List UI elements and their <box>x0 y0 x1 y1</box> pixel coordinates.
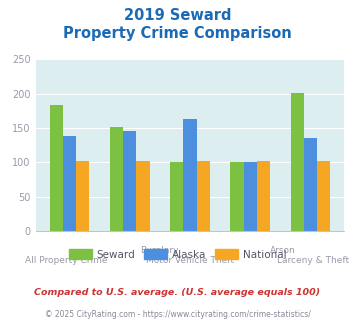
Legend: Seward, Alaska, National: Seward, Alaska, National <box>65 245 290 264</box>
Text: Compared to U.S. average. (U.S. average equals 100): Compared to U.S. average. (U.S. average … <box>34 287 321 297</box>
Bar <box>257 161 270 231</box>
Bar <box>183 119 197 231</box>
Bar <box>304 138 317 231</box>
Bar <box>110 127 123 231</box>
Text: Property Crime Comparison: Property Crime Comparison <box>63 26 292 41</box>
Bar <box>76 161 89 231</box>
Bar <box>136 161 149 231</box>
Bar <box>170 162 183 231</box>
Bar <box>50 105 63 231</box>
Bar <box>317 161 330 231</box>
Text: Arson: Arson <box>270 246 295 255</box>
Text: All Property Crime: All Property Crime <box>25 256 108 265</box>
Bar <box>63 136 76 231</box>
Bar <box>244 162 257 231</box>
Text: Larceny & Theft: Larceny & Theft <box>277 256 350 265</box>
Text: 2019 Seward: 2019 Seward <box>124 8 231 23</box>
Text: Burglary: Burglary <box>140 246 178 255</box>
Bar <box>197 161 210 231</box>
Text: © 2025 CityRating.com - https://www.cityrating.com/crime-statistics/: © 2025 CityRating.com - https://www.city… <box>45 310 310 319</box>
Bar <box>123 131 136 231</box>
Bar <box>230 162 244 231</box>
Text: Motor Vehicle Theft: Motor Vehicle Theft <box>146 256 234 265</box>
Bar <box>290 93 304 231</box>
